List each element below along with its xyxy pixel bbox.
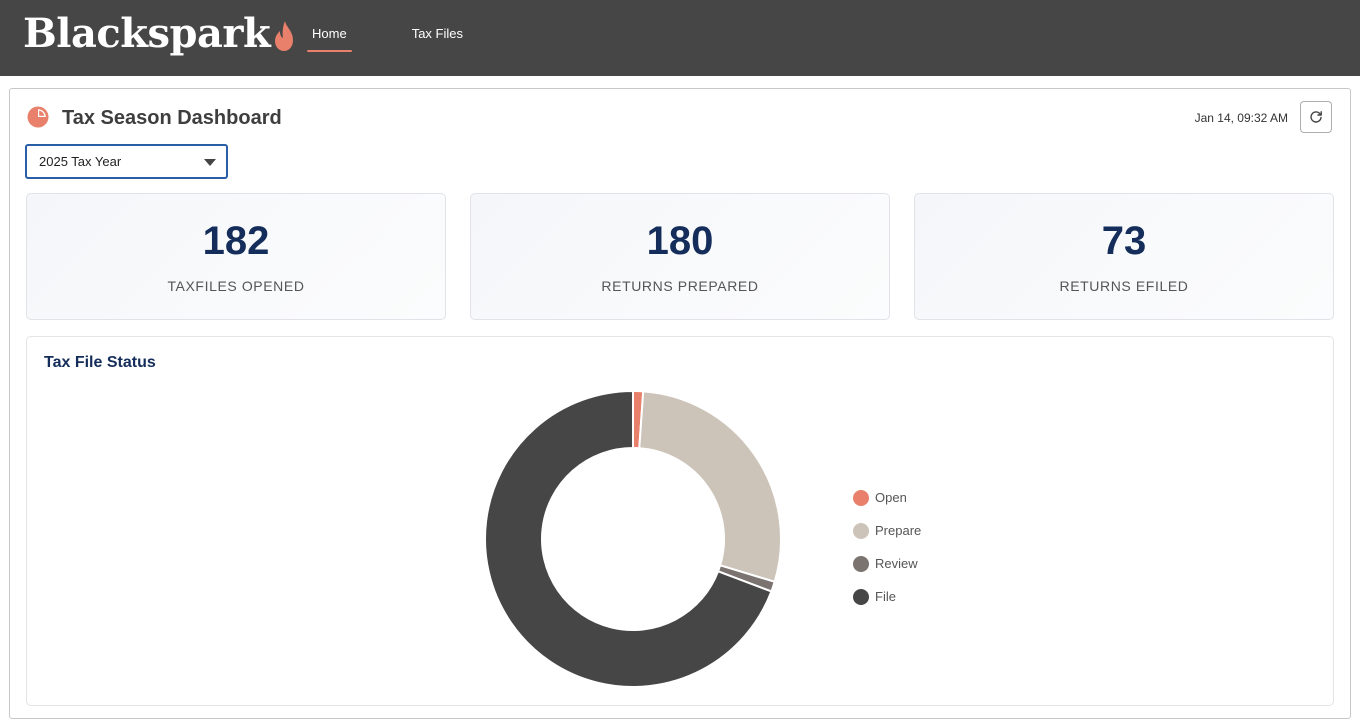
nav-tax-files[interactable]: Tax Files	[411, 26, 463, 41]
legend-item-open[interactable]: Open	[853, 481, 921, 514]
page-title: Tax Season Dashboard	[62, 107, 282, 129]
tax-year-select-value: 2025 Tax Year	[39, 154, 122, 169]
top-navigation-bar: Blackspark Home Tax Files	[0, 0, 1360, 76]
stat-card-returns-efiled: 73 RETURNS EFILED	[914, 193, 1334, 320]
legend-label: Open	[875, 490, 907, 505]
tax-file-status-donut-chart	[484, 389, 782, 688]
legend-item-file[interactable]: File	[853, 580, 921, 613]
stat-value: 73	[1101, 219, 1147, 263]
stat-label: RETURNS EFILED	[1059, 278, 1189, 294]
donut-slice-prepare[interactable]	[638, 390, 782, 584]
stat-value: 180	[646, 219, 714, 263]
last-updated-timestamp: Jan 14, 09:32 AM	[1194, 111, 1288, 125]
donut-slice-file[interactable]	[484, 389, 773, 688]
pie-chart-icon	[27, 106, 49, 128]
brand-name: Blackspark	[23, 10, 271, 57]
nav-home[interactable]: Home	[296, 0, 363, 76]
legend-swatch	[853, 522, 869, 539]
stat-card-returns-prepared: 180 RETURNS PREPARED	[470, 193, 890, 320]
legend-label: File	[875, 589, 896, 604]
main-nav: Home Tax Files	[296, 0, 512, 76]
stat-card-taxfiles-opened: 182 TAXFILES OPENED	[26, 193, 446, 320]
tax-file-status-card: Tax File Status Open Prepare Review File	[26, 336, 1334, 706]
stat-label: RETURNS PREPARED	[601, 278, 759, 294]
flame-icon	[275, 21, 294, 51]
stat-label: TAXFILES OPENED	[167, 278, 305, 294]
legend-label: Review	[875, 556, 918, 571]
legend-swatch	[853, 489, 869, 506]
tax-year-select[interactable]: 2025 Tax Year	[25, 144, 228, 179]
legend-item-prepare[interactable]: Prepare	[853, 514, 921, 547]
brand-logo[interactable]: Blackspark	[23, 10, 296, 58]
legend-swatch	[853, 555, 869, 572]
chart-title: Tax File Status	[44, 354, 156, 371]
dashboard-panel: Tax Season Dashboard Jan 14, 09:32 AM 20…	[9, 88, 1351, 719]
chart-legend: Open Prepare Review File	[853, 481, 921, 613]
legend-swatch	[853, 588, 869, 605]
refresh-button[interactable]	[1300, 101, 1332, 133]
chevron-down-icon	[204, 159, 216, 166]
legend-item-review[interactable]: Review	[853, 547, 921, 580]
refresh-icon	[1310, 111, 1322, 123]
legend-label: Prepare	[875, 523, 922, 538]
stat-value: 182	[202, 219, 270, 263]
